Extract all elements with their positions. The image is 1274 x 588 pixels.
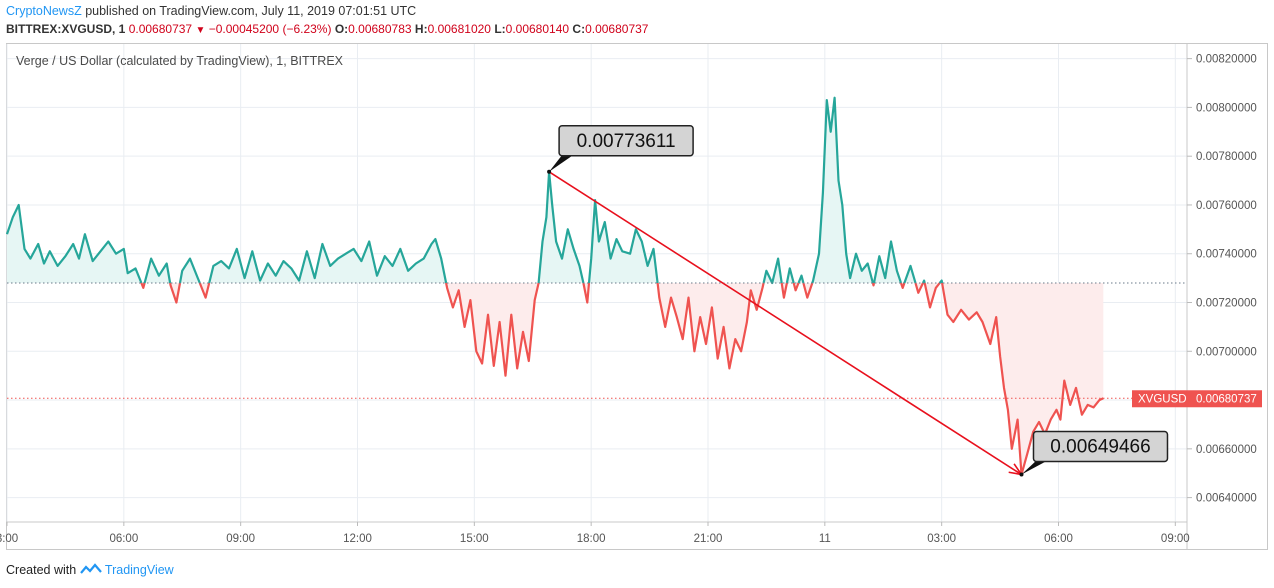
price-tag-value: 0.00680737 bbox=[1196, 393, 1257, 405]
low-label: L: bbox=[494, 22, 506, 36]
open-label: O: bbox=[334, 22, 349, 36]
close-value: 0.00680737 bbox=[585, 22, 649, 36]
line-segment-down bbox=[140, 282, 146, 289]
trend-arrow[interactable] bbox=[548, 171, 1024, 476]
line-segment-down bbox=[941, 282, 1104, 476]
high-value: 0.00681020 bbox=[427, 22, 491, 36]
x-tick-label: 12:00 bbox=[343, 533, 372, 545]
x-tick-label: 3:00 bbox=[0, 533, 18, 545]
down-arrow-icon: ▼ bbox=[195, 25, 206, 36]
price-change: −0.00045200 (−6.23%) bbox=[208, 22, 332, 36]
line-segment-up bbox=[5, 203, 143, 284]
last-price: 0.00680737 bbox=[128, 22, 193, 36]
high-label: H: bbox=[414, 22, 428, 36]
symbol-info: BITTREX:XVGUSD, 1 0.00680737 ▼ −0.000452… bbox=[6, 22, 648, 36]
arrow-shaft bbox=[548, 171, 1022, 476]
line-segment-down bbox=[780, 282, 788, 299]
area-fill-down bbox=[924, 283, 940, 308]
tradingview-link[interactable]: TradingView bbox=[104, 563, 174, 577]
arrow-head bbox=[1008, 463, 1024, 476]
line-segment-down bbox=[899, 282, 906, 289]
current-price-tag: XVGUSD 0.00680737 bbox=[1132, 390, 1262, 408]
line-segment-up bbox=[938, 279, 944, 284]
y-tick-label: 0.00780000 bbox=[1196, 151, 1257, 163]
created-with-text: Created with bbox=[6, 563, 77, 577]
area-fill-up bbox=[180, 258, 200, 283]
x-tick-label: 06:00 bbox=[1044, 533, 1073, 545]
y-tick-label: 0.00660000 bbox=[1196, 444, 1257, 456]
callout-pointer bbox=[549, 153, 576, 172]
line-segment-down bbox=[914, 282, 924, 294]
callout-box bbox=[558, 125, 694, 157]
area-fill-up bbox=[7, 205, 142, 283]
author-link[interactable]: CryptoNewsZ bbox=[6, 4, 82, 18]
callout-label: 0.00773611 bbox=[577, 131, 676, 152]
area-fill-down bbox=[942, 283, 1104, 475]
line-segment-down bbox=[802, 282, 814, 299]
callout-anchor-dot bbox=[1019, 472, 1024, 477]
x-tick-label: 21:00 bbox=[694, 533, 723, 545]
area-fill-up bbox=[144, 258, 171, 283]
area-fill-up bbox=[874, 241, 901, 283]
tradingview-logo-icon bbox=[79, 563, 102, 574]
line-segment-up bbox=[143, 257, 172, 284]
x-tick-label: 09:00 bbox=[226, 533, 255, 545]
grid-lines bbox=[6, 44, 1187, 522]
area-fill-up bbox=[904, 265, 916, 283]
y-tick-label: 0.00640000 bbox=[1196, 493, 1257, 505]
callout-pointer bbox=[1021, 459, 1050, 475]
area-fill-down bbox=[657, 283, 764, 369]
y-tick-label: 0.00740000 bbox=[1196, 249, 1257, 261]
area-fill-up bbox=[812, 97, 873, 283]
open-value: 0.00680783 bbox=[348, 22, 412, 36]
y-tick-label: 0.00820000 bbox=[1196, 54, 1257, 66]
line-segment-down bbox=[792, 282, 800, 292]
callout-box bbox=[1032, 430, 1169, 463]
price-line bbox=[5, 96, 1104, 476]
x-tick-label: 11 bbox=[819, 533, 831, 545]
price-axis[interactable]: 0.006400000.006600000.006800000.00700000… bbox=[1187, 54, 1257, 505]
line-segment-up bbox=[922, 279, 926, 284]
line-segment-up bbox=[903, 264, 917, 284]
line-segment-up bbox=[537, 170, 585, 284]
x-tick-label: 18:00 bbox=[577, 533, 606, 545]
line-segment-down bbox=[871, 282, 876, 287]
chart-title: Verge / US Dollar (calculated by Trading… bbox=[16, 54, 344, 68]
line-segment-down bbox=[169, 282, 182, 304]
price-tag-bg bbox=[1132, 390, 1262, 408]
price-tag-symbol: XVGUSD bbox=[1138, 393, 1187, 405]
annotations[interactable]: 0.00773611 0.00649466 bbox=[547, 125, 1169, 477]
y-tick-label: 0.00800000 bbox=[1196, 102, 1257, 114]
y-tick-label: 0.00700000 bbox=[1196, 346, 1257, 358]
y-tick-label: 0.00720000 bbox=[1196, 298, 1257, 310]
line-segment-up bbox=[587, 199, 659, 284]
callout-label: 0.00649466 bbox=[1050, 437, 1150, 458]
area-fill-up bbox=[589, 200, 658, 283]
line-segment-up bbox=[811, 96, 874, 284]
line-segment-down bbox=[923, 282, 941, 309]
x-tick-label: 06:00 bbox=[109, 533, 138, 545]
time-axis[interactable]: 3:00 06:00 09:00 12:00 15:00 18:00 21:00 11 03:0… bbox=[0, 522, 1190, 545]
publish-text: published on TradingView.com, July 11, 2… bbox=[85, 4, 417, 18]
symbol-name: BITTREX:XVGUSD, 1 bbox=[6, 22, 126, 36]
low-value: 0.00680140 bbox=[505, 22, 570, 36]
line-segment-up bbox=[178, 257, 201, 284]
line-segment-down bbox=[582, 282, 591, 304]
line-segment-down bbox=[198, 282, 211, 299]
x-tick-label: 15:00 bbox=[460, 533, 489, 545]
y-tick-label: 0.00760000 bbox=[1196, 200, 1257, 212]
x-tick-label: 03:00 bbox=[927, 533, 956, 545]
callout-anchor-dot bbox=[547, 169, 552, 174]
line-segment-down bbox=[445, 282, 540, 377]
close-label: C: bbox=[572, 22, 586, 36]
line-segment-up bbox=[797, 274, 805, 284]
area-fill-up bbox=[538, 171, 584, 283]
line-segment-up bbox=[785, 267, 795, 284]
publish-info: CryptoNewsZ published on TradingView.com… bbox=[6, 4, 416, 18]
x-tick-label: 09:00 bbox=[1161, 533, 1190, 545]
footer: Created with TradingView bbox=[6, 563, 174, 577]
line-segment-up bbox=[872, 240, 903, 284]
line-segment-up bbox=[208, 238, 448, 284]
